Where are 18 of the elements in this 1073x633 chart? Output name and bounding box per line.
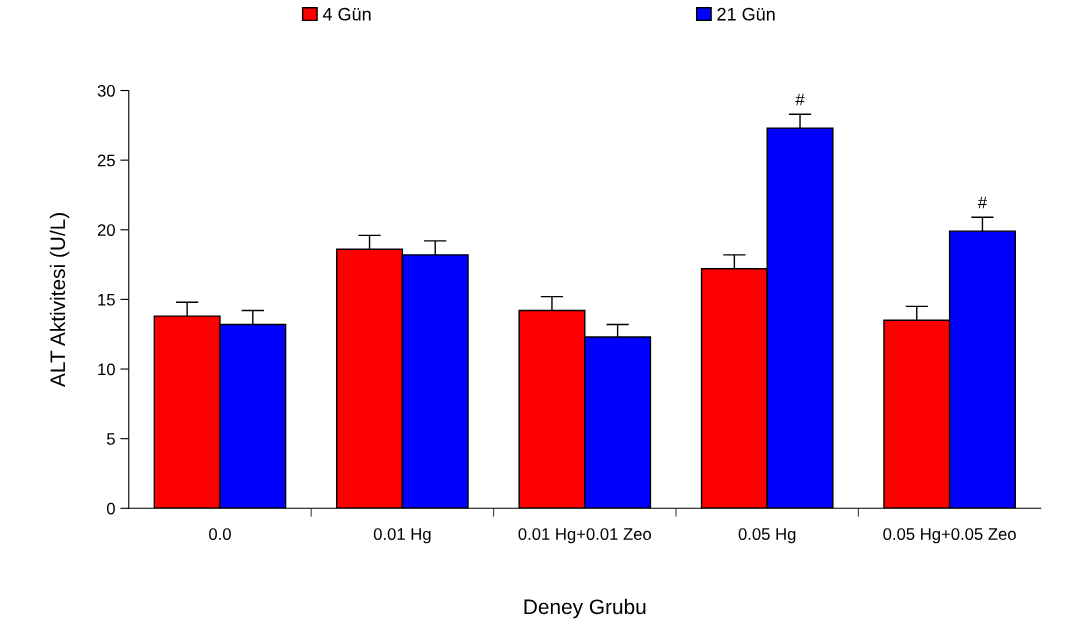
y-tick-label: 5: [106, 433, 115, 445]
x-tick-label: 0.05 Hg: [738, 528, 796, 544]
y-tick-label: 0: [106, 502, 115, 515]
annotation: #: [795, 93, 805, 106]
legend-label: 21 Gün: [717, 7, 775, 21]
y-tick-label: 15: [98, 293, 115, 306]
x-axis-title: Deney Grubu: [524, 598, 646, 619]
y-tick-label: 10: [98, 363, 115, 376]
y-tick-label: 30: [97, 84, 115, 97]
x-tick-label: 0.01 Hg+0.01 Zeo: [518, 528, 652, 544]
annotation: #: [977, 196, 987, 209]
y-tick-label: 20: [97, 224, 115, 236]
y-axis-title: ALT Aktivitesi (U/L): [49, 213, 70, 387]
y-tick-label: 25: [97, 154, 115, 167]
legend-label: 4 Gün: [322, 7, 371, 21]
x-tick-label: 0.05 Hg+0.05 Zeo: [883, 528, 1016, 544]
x-tick-label: 0.01 Hg: [373, 528, 431, 544]
x-tick-label: 0.0: [209, 528, 231, 540]
